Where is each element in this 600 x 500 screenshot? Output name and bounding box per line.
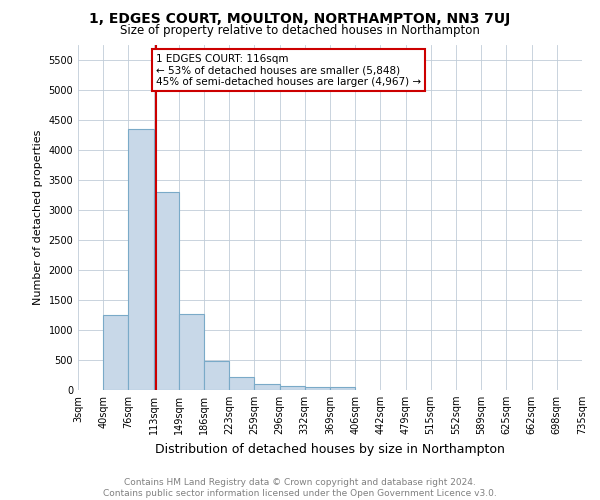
X-axis label: Distribution of detached houses by size in Northampton: Distribution of detached houses by size … [155,442,505,456]
Bar [154,192,179,390]
Text: 1 EDGES COURT: 116sqm
← 53% of detached houses are smaller (5,848)
45% of semi-d: 1 EDGES COURT: 116sqm ← 53% of detached … [156,54,421,87]
Text: 1, EDGES COURT, MOULTON, NORTHAMPTON, NN3 7UJ: 1, EDGES COURT, MOULTON, NORTHAMPTON, NN… [89,12,511,26]
Y-axis label: Number of detached properties: Number of detached properties [33,130,43,305]
Bar [254,384,280,390]
Bar [204,360,229,390]
Bar [229,377,254,390]
Bar [128,129,154,390]
Bar [330,386,355,390]
Bar [103,315,128,390]
Text: Size of property relative to detached houses in Northampton: Size of property relative to detached ho… [120,24,480,37]
Bar [179,314,204,390]
Bar [305,386,330,390]
Bar [280,386,305,390]
Text: Contains HM Land Registry data © Crown copyright and database right 2024.
Contai: Contains HM Land Registry data © Crown c… [103,478,497,498]
